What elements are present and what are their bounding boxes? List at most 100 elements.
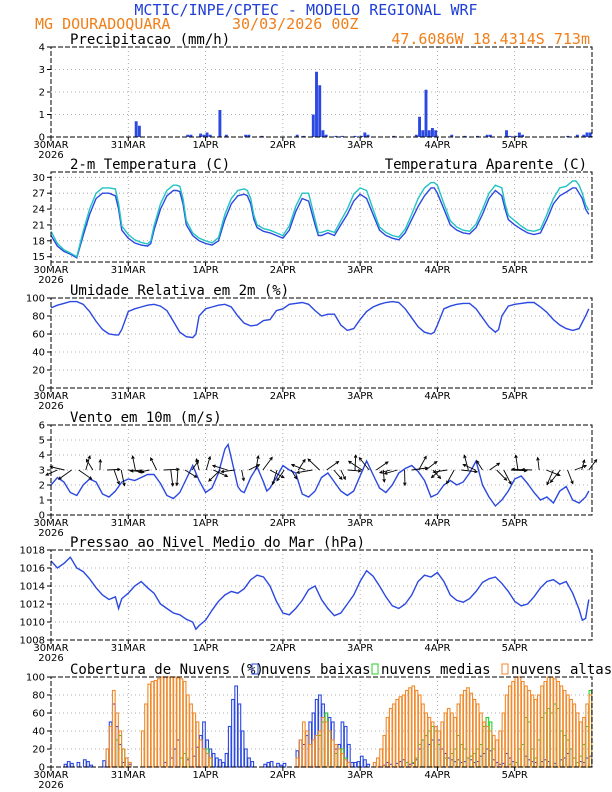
wind-arrow-head [241, 477, 246, 482]
ytick-label: 1 [39, 110, 45, 121]
wind-arrow-head [378, 470, 383, 474]
wind-arrow-head [256, 464, 261, 468]
panel-frame [50, 549, 593, 641]
ytick-label: 0 [39, 763, 45, 774]
wind-arrow [546, 469, 561, 476]
xtick-label: 3APR [347, 391, 373, 402]
cloud-bar [421, 703, 425, 768]
cloud-bar [553, 678, 557, 768]
ytick-label: 18 [32, 236, 45, 247]
ytick-label: 100 [26, 294, 45, 305]
wind-arrow-head [556, 472, 561, 477]
ytick-label: 0 [39, 384, 45, 395]
precip-bar [224, 134, 228, 137]
wind-arrow-head [546, 481, 550, 486]
panel-title: Precipitacao (mm/h) [70, 32, 230, 48]
cloud-bar [192, 712, 197, 768]
precip-bar [189, 134, 193, 137]
xtick-label: 30MAR [33, 391, 68, 402]
ytick-label: 100 [26, 673, 45, 684]
cloud-bar [443, 712, 448, 768]
cloud-bar [182, 680, 187, 768]
wind-arrow-head [582, 459, 586, 464]
ytick-label: 20 [32, 745, 45, 756]
cloud-bar [324, 721, 329, 768]
wind-arrow-head [432, 470, 437, 474]
precip-bar [508, 135, 512, 137]
cloud-bar [179, 678, 184, 768]
wind-arrow-head [57, 476, 62, 480]
xtick-year: 2026 [38, 780, 63, 791]
cloud-bar [462, 689, 467, 768]
cloud-bar [240, 730, 245, 768]
xtick-label: 2APR [270, 770, 296, 781]
cloud-bar [395, 698, 400, 768]
ytick-label: 15 [32, 252, 45, 263]
cloud-bar [330, 739, 335, 768]
panel-title: Cobertura de Nuvens (%) [70, 662, 264, 678]
cloud-bar [578, 721, 583, 768]
cloud-legend-box [371, 663, 379, 675]
temp-legend: Temperatura Aparente (C) [385, 157, 587, 173]
xtick-label: 1APR [192, 265, 218, 276]
cloud-bar [173, 676, 177, 768]
series-line-temperatura-aparente [50, 180, 590, 258]
panel-wind: 0 1 2 3 4 5 6 30MAR 31MAR 1APR 2APR 3APR 4APR 5APR 202… [33, 410, 598, 539]
cloud-bar [562, 689, 567, 768]
ytick-label: 1014 [20, 582, 45, 593]
cloud-bar [356, 761, 361, 768]
wind-arrow-head [116, 481, 120, 486]
series-line-2-m-temperatura [50, 187, 590, 259]
precip-bar [247, 134, 251, 137]
cloud-bar [321, 716, 325, 768]
panel-clouds: 0 20 40 60 80 100 30MAR 31MAR 1APR 2APR 3APR 4APR 5A… [26, 662, 612, 791]
cloud-bar [243, 748, 248, 768]
wind-arrow [50, 466, 65, 471]
wind-arrow-head [276, 477, 280, 482]
cloud-bar [124, 757, 129, 768]
cloud-legend-label: nuvens medias [381, 662, 491, 678]
xtick-label: 1APR [192, 391, 218, 402]
cloud-bar [340, 752, 345, 768]
wind-arrow-head [220, 469, 225, 474]
precip-bar [421, 130, 425, 137]
wind-arrow [503, 469, 512, 485]
series-line-umidade-relativa [50, 300, 590, 339]
ytick-label: 1010 [20, 618, 45, 629]
xtick-year: 2026 [38, 653, 63, 664]
wind-arrow-head [98, 458, 103, 463]
ytick-label: 5 [39, 436, 45, 447]
panel-title: Pressao ao Nivel Medio do Mar (hPa) [70, 535, 365, 551]
cloud-bar [375, 757, 380, 768]
wind-arrow [269, 469, 285, 479]
cloud-bar [537, 694, 541, 768]
wind-arrow [340, 469, 346, 480]
wind-arrow [45, 469, 58, 476]
wind-arrow [184, 469, 197, 478]
ytick-label: 0 [39, 133, 45, 144]
xtick-label: 4APR [424, 643, 450, 654]
wind-arrows [45, 454, 598, 487]
wind-arrow [248, 464, 260, 471]
cloud-bar [543, 680, 548, 768]
cloud-bar [198, 739, 203, 768]
wind-arrow [163, 468, 179, 471]
xtick-label: 5APR [502, 391, 528, 402]
wind-arrow-head [117, 467, 121, 472]
cloud-bar [388, 707, 393, 768]
wind-arrow [138, 469, 150, 473]
cloud-bar [343, 759, 348, 768]
wind-arrow [354, 455, 357, 471]
cloud-bar [314, 734, 319, 768]
wind-arrow-head [423, 455, 427, 460]
wind-arrow [546, 469, 554, 485]
wind-arrow-head [583, 464, 588, 469]
wind-arrow-head [45, 472, 50, 476]
precip-bar [186, 134, 190, 137]
panel-humidity: 0 20 40 60 80 100 30MAR 31MAR 1APR 2APR 3APR 4APR 5A… [26, 283, 593, 412]
wind-arrow [78, 469, 92, 480]
precip-bar [260, 135, 264, 137]
precip-bar [353, 135, 357, 137]
cloud-bar [276, 762, 280, 768]
wind-arrow [170, 469, 174, 486]
